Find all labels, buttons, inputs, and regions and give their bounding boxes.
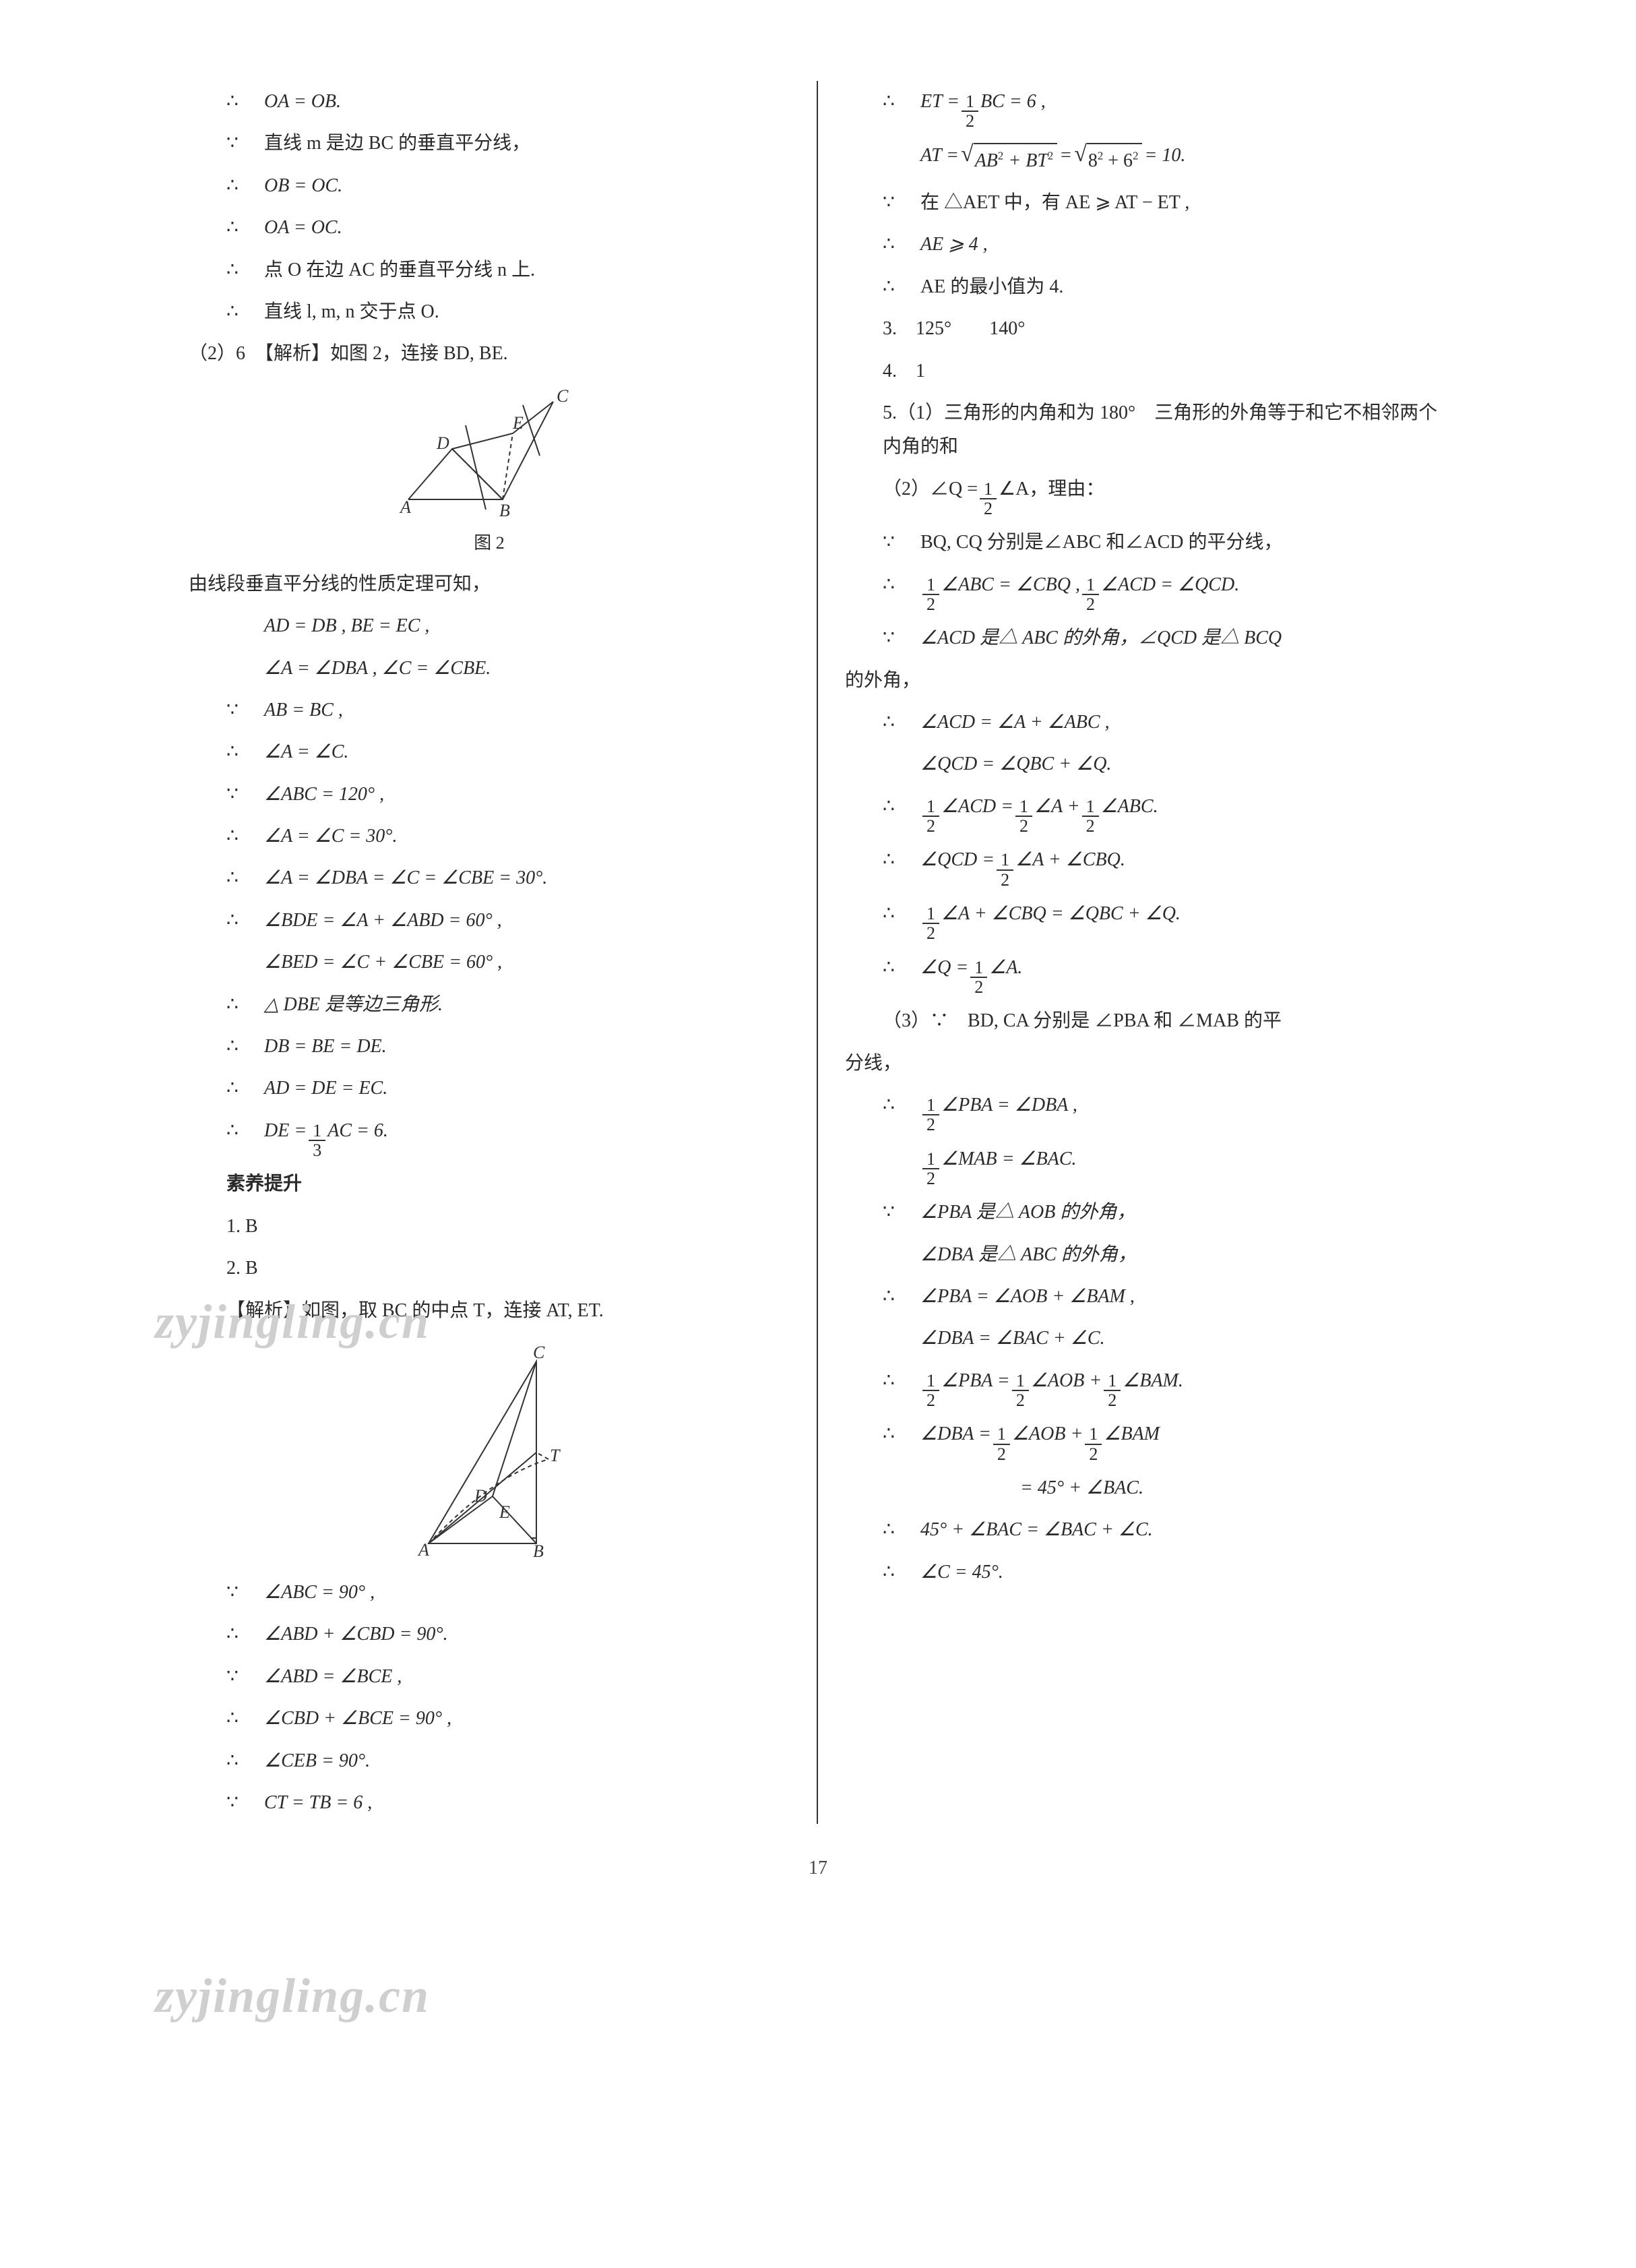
proof-line: ∴点 O 在边 AC 的垂直平分线 n 上. <box>189 249 790 291</box>
figure-caption: 图 2 <box>189 525 790 554</box>
proof-line: ∵AB = BC , <box>189 689 790 731</box>
proof-line: ∴OA = OC. <box>189 207 790 249</box>
proof-line: ∴ 12 ∠ABC = ∠CBQ , 12 ∠ACD = ∠QCD. <box>845 564 1447 618</box>
analysis-line: 【解析】如图，取 BC 的中点 T，连接 AT, ET. <box>189 1290 790 1332</box>
proof-line: ∴ 12 ∠ACD = 12 ∠A + 12 ∠ABC. <box>845 786 1447 840</box>
right-column: ∴ ET = 12 BC = 6 , AT = √AB2 + BT2 = √82… <box>818 81 1474 1824</box>
proof-line: ∴∠BDE = ∠A + ∠ABD = 60° , <box>189 900 790 942</box>
proof-line: ∴DB = BE = DE. <box>189 1026 790 1068</box>
svg-text:B: B <box>499 501 510 520</box>
text-line: 5.（1）三角形的内角和为 180° 三角形的外角等于和它不相邻两个内角的和 <box>845 392 1447 468</box>
figure-2: A B C D E 图 2 <box>189 375 790 563</box>
svg-text:B: B <box>533 1541 544 1557</box>
proof-line: ∴AD = DE = EC. <box>189 1068 790 1109</box>
text-line: 由线段垂直平分线的性质定理可知， <box>189 563 790 605</box>
proof-line: ∵∠ABC = 120° , <box>189 774 790 816</box>
page-columns: ∴OA = OB. ∵直线 m 是边 BC 的垂直平分线， ∴OB = OC. … <box>162 81 1474 1824</box>
svg-text:C: C <box>533 1343 545 1362</box>
proof-line: ∴ 12 ∠PBA = 12 ∠AOB + 12 ∠BAM. <box>845 1360 1447 1414</box>
proof-line: ∵直线 m 是边 BC 的垂直平分线， <box>189 123 790 164</box>
section-heading: 素养提升 <box>189 1163 790 1205</box>
proof-line: ∴∠CEB = 90°. <box>189 1740 790 1782</box>
proof-line: ∠BED = ∠C + ∠CBE = 60° , <box>189 942 790 983</box>
svg-text:A: A <box>399 497 411 517</box>
proof-line: ∴OB = OC. <box>189 165 790 207</box>
proof-line: ∴∠PBA = ∠AOB + ∠BAM , <box>845 1276 1447 1318</box>
proof-line: ∴∠A = ∠C = 30°. <box>189 816 790 857</box>
analysis-line: （2）6 【解析】如图 2，连接 BD, BE. <box>189 333 790 375</box>
answer-line: 1. B <box>189 1206 790 1248</box>
answer-line: 4. 1 <box>845 350 1447 392</box>
proof-line: ∴ ∠DBA = 12 ∠AOB + 12 ∠BAM <box>845 1413 1447 1467</box>
proof-line: （3）∵ BD, CA 分别是 ∠PBA 和 ∠MAB 的平 <box>845 1000 1447 1042</box>
proof-line: AT = √AB2 + BT2 = √82 + 62 = 10. <box>845 135 1447 182</box>
proof-line: ∠DBA = ∠BAC + ∠C. <box>845 1318 1447 1359</box>
svg-text:C: C <box>557 386 569 406</box>
proof-line: ∴∠A = ∠C. <box>189 731 790 773</box>
watermark: zyjingling.cn <box>155 1968 430 2024</box>
proof-line: ∵在 △AET 中，有 AE ⩾ AT − ET , <box>845 182 1447 224</box>
proof-line: ∵∠PBA 是△ AOB 的外角， <box>845 1192 1447 1233</box>
svg-text:D: D <box>436 433 449 453</box>
page-number: 17 <box>162 1824 1474 1879</box>
svg-text:E: E <box>512 413 524 433</box>
proof-line: 的外角， <box>845 660 1447 702</box>
proof-line: ∴∠ACD = ∠A + ∠ABC , <box>845 702 1447 743</box>
proof-line: （2）∠Q = 12 ∠A，理由： <box>845 468 1447 522</box>
svg-text:T: T <box>550 1446 561 1465</box>
proof-line: AD = DB , BE = EC , <box>189 605 790 647</box>
proof-line: = 45° + ∠BAC. <box>845 1467 1447 1509</box>
svg-text:E: E <box>499 1502 510 1522</box>
proof-line: ∵∠ABD = ∠BCE , <box>189 1656 790 1698</box>
answer-line: 3. 125° 140° <box>845 308 1447 350</box>
proof-line: ∴∠CBD + ∠BCE = 90° , <box>189 1698 790 1740</box>
proof-line: ∴ ∠Q = 12 ∠A. <box>845 947 1447 1001</box>
proof-line: ∠QCD = ∠QBC + ∠Q. <box>845 743 1447 785</box>
svg-text:D: D <box>474 1486 487 1506</box>
proof-line: ∴45° + ∠BAC = ∠BAC + ∠C. <box>845 1509 1447 1551</box>
proof-line: ∵∠ABC = 90° , <box>189 1572 790 1614</box>
answer-line: 2. B <box>189 1248 790 1289</box>
proof-line: ∴ ∠QCD = 12 ∠A + ∠CBQ. <box>845 839 1447 893</box>
proof-line: ∴∠A = ∠DBA = ∠C = ∠CBE = 30°. <box>189 857 790 899</box>
proof-line: ∴ 12 ∠PBA = ∠DBA , <box>845 1084 1447 1138</box>
proof-line: 分线， <box>845 1043 1447 1084</box>
proof-line: ∴∠ABD + ∠CBD = 90°. <box>189 1614 790 1655</box>
proof-line: ∴∠C = 45°. <box>845 1552 1447 1593</box>
proof-line: ∵CT = TB = 6 , <box>189 1782 790 1824</box>
proof-line: ∵∠ACD 是△ ABC 的外角，∠QCD 是△ BCQ <box>845 617 1447 659</box>
proof-line: ∵BQ, CQ 分别是∠ABC 和∠ACD 的平分线， <box>845 522 1447 563</box>
proof-line: ∠A = ∠DBA , ∠C = ∠CBE. <box>189 648 790 689</box>
figure-3: A B C D E T <box>189 1332 790 1572</box>
proof-line: ∴AE ⩾ 4 , <box>845 224 1447 266</box>
proof-line: ∴△ DBE 是等边三角形. <box>189 984 790 1026</box>
proof-line: ∴ 12 ∠A + ∠CBQ = ∠QBC + ∠Q. <box>845 893 1447 947</box>
proof-line: ∴OA = OB. <box>189 81 790 123</box>
proof-line: ∴ DE = 13 AC = 6. <box>189 1110 790 1164</box>
proof-line: ∴直线 l, m, n 交于点 O. <box>189 291 790 333</box>
left-column: ∴OA = OB. ∵直线 m 是边 BC 的垂直平分线， ∴OB = OC. … <box>162 81 818 1824</box>
proof-line: ∴ ET = 12 BC = 6 , <box>845 81 1447 135</box>
proof-line: 12 ∠MAB = ∠BAC. <box>845 1138 1447 1192</box>
svg-text:A: A <box>417 1540 429 1557</box>
proof-line: ∠DBA 是△ ABC 的外角， <box>845 1234 1447 1276</box>
proof-line: ∴AE 的最小值为 4. <box>845 266 1447 308</box>
